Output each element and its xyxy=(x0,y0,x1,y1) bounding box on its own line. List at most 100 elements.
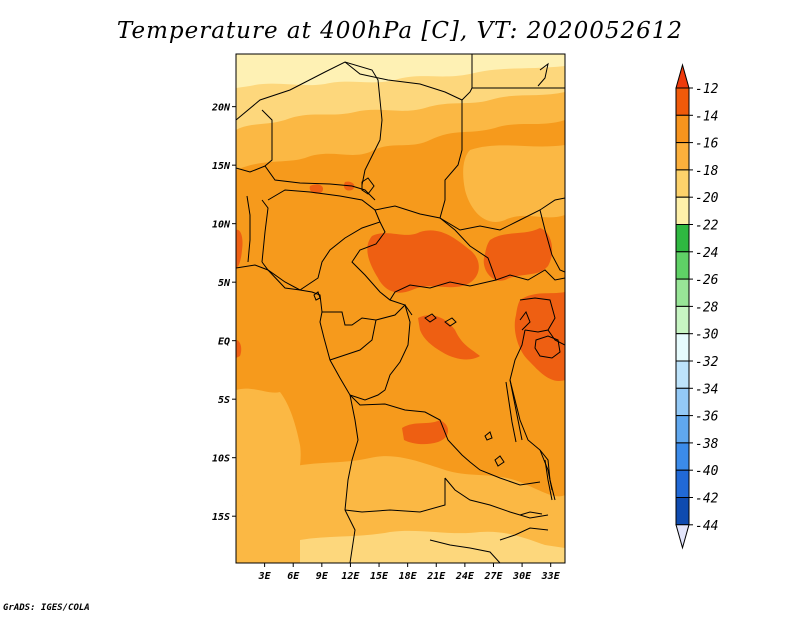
border-nigeria xyxy=(261,189,381,291)
colorbar-box xyxy=(675,360,690,389)
colorbar-label: -14 xyxy=(695,109,718,124)
map-frame xyxy=(235,53,566,564)
x-tick-label: 33E xyxy=(541,571,561,582)
y-axis: 20N 15N 10N 5N EQ 5S 10S 15S xyxy=(211,103,236,523)
x-tick-label: 15E xyxy=(370,571,389,582)
colorbar-box xyxy=(675,387,690,417)
y-tick-label: 15S xyxy=(212,512,230,523)
x-tick-label: 12E xyxy=(341,571,360,582)
map-title: Temperature at 400hPa [C], VT: 202005261… xyxy=(116,18,684,44)
bioko-island xyxy=(313,291,321,301)
colorbar-box xyxy=(675,305,690,335)
x-tick-label: 24E xyxy=(455,571,475,582)
colorbar-under-triangle xyxy=(675,524,690,550)
field-warm-nigeria xyxy=(309,181,355,194)
lake-victoria xyxy=(534,335,561,359)
colorbar-box xyxy=(675,87,690,116)
inland-lakes xyxy=(424,313,493,441)
border-togo xyxy=(246,195,251,263)
temperature-field xyxy=(236,54,565,563)
border-congo xyxy=(349,304,411,401)
border-gabon xyxy=(322,311,377,361)
border-niger-south xyxy=(236,165,376,201)
field-south-lightest xyxy=(300,530,565,563)
field-warm-basin xyxy=(418,315,480,360)
x-tick-label: 9E xyxy=(316,571,329,582)
colorbar-label: -26 xyxy=(695,273,719,288)
colorbar-label: -12 xyxy=(695,82,719,97)
y-tick-label: 15N xyxy=(212,161,231,172)
colorbar-box xyxy=(675,497,690,526)
border-mali xyxy=(261,109,273,167)
x-tick-label: 27E xyxy=(483,571,503,582)
colorbar-label: -40 xyxy=(695,464,719,479)
lake-chad xyxy=(361,177,375,195)
coastline-westafrica xyxy=(236,264,359,511)
border-botswana xyxy=(429,539,501,563)
border-car xyxy=(374,205,497,301)
border-tanzania xyxy=(547,329,565,346)
colorbar-label: -36 xyxy=(695,410,719,425)
colorbar-label: -16 xyxy=(695,137,719,152)
field-northeast-lighter xyxy=(463,145,565,222)
border-angola xyxy=(349,394,541,486)
y-tick-label: 5N xyxy=(218,278,231,289)
country-borders xyxy=(236,54,565,563)
border-drc-rwanda xyxy=(509,329,553,491)
field-warm-south xyxy=(402,420,449,445)
colorbar-label: -22 xyxy=(695,219,719,234)
colorbar-over-triangle xyxy=(675,63,690,89)
colorbar-label: -42 xyxy=(695,492,719,507)
border-south-sudan xyxy=(495,269,565,281)
border-sahara xyxy=(236,61,383,186)
colorbar-label: -38 xyxy=(695,437,719,452)
x-tick-label: 30E xyxy=(512,571,532,582)
colorbar-box xyxy=(675,469,690,499)
border-zambia xyxy=(444,477,549,519)
border-angola-south xyxy=(344,478,446,513)
colorbar-box xyxy=(675,142,690,171)
colorbar-box xyxy=(675,415,690,444)
colorbar-label: -20 xyxy=(695,191,719,206)
border-zimbabwe xyxy=(499,527,549,541)
x-axis: 3E 6E 9E 12E 15E 18E 21E 24E 27E 30E 33E xyxy=(258,563,561,582)
colorbar-label: -34 xyxy=(695,382,718,397)
lake-albert xyxy=(519,310,531,331)
colorbar-box xyxy=(675,169,690,198)
red-sea-coast xyxy=(537,62,549,87)
field-warm-east xyxy=(483,228,553,281)
field-warm-west-2 xyxy=(236,340,242,358)
y-tick-label: 20N xyxy=(211,103,231,114)
y-tick-label: EQ xyxy=(218,337,230,348)
x-tick-label: 3E xyxy=(258,571,272,582)
y-tick-label: 10N xyxy=(212,220,231,231)
colorbar-box xyxy=(675,224,690,253)
colorbar-label: -32 xyxy=(695,355,719,370)
x-tick-label: 21E xyxy=(426,571,446,582)
colorbar-box xyxy=(675,442,690,471)
x-tick-label: 6E xyxy=(287,571,300,582)
border-malawi xyxy=(539,449,556,501)
border-namibia xyxy=(344,509,356,563)
border-uganda xyxy=(519,297,556,333)
colorbar-label: -44 xyxy=(695,519,718,534)
colorbar-box xyxy=(675,196,690,225)
colorbar-label: -24 xyxy=(695,246,718,261)
y-tick-label: 10S xyxy=(212,454,230,465)
colorbar-label: -28 xyxy=(695,300,719,315)
lake-kariba xyxy=(519,511,543,516)
colorbar-box xyxy=(675,333,690,362)
colorbar-box xyxy=(675,251,690,280)
lake-tanganyika xyxy=(505,379,523,443)
colorbar: -12 -14 -16 -18 -20 -22 -24 -26 -28 -30 -32 -34 -36 -… xyxy=(675,63,719,550)
lake-mweru xyxy=(494,455,505,467)
x-tick-label: 18E xyxy=(399,571,418,582)
colorbar-label: -30 xyxy=(695,328,719,343)
border-cameroon xyxy=(351,221,413,316)
y-tick-label: 5S xyxy=(218,395,230,406)
border-sudan-south xyxy=(439,197,565,231)
field-warm-central xyxy=(367,230,479,293)
border-ethiopia xyxy=(539,209,565,273)
grads-credit: GrADS: IGES/COLA xyxy=(3,603,90,613)
colorbar-label: -18 xyxy=(695,164,719,179)
